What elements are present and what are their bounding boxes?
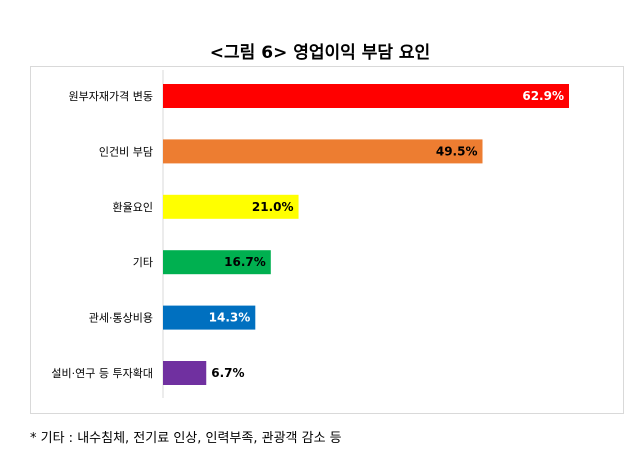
data-label: 21.0%	[252, 200, 294, 214]
chart-frame	[30, 66, 624, 414]
footnote: * 기타 : 내수침체, 전기료 인상, 인력부족, 관광객 감소 등	[30, 431, 342, 446]
category-label: 인건비 부담	[99, 145, 153, 158]
category-label: 환율요인	[113, 201, 153, 214]
category-label: 설비·연구 등 투자확대	[51, 367, 153, 380]
category-label: 관세·통상비용	[89, 312, 153, 325]
bar	[163, 84, 569, 108]
bar	[163, 305, 256, 330]
bar	[163, 361, 207, 385]
data-label: 16.7%	[224, 255, 266, 269]
chart-title: <그림 6> 영업이익 부담 요인	[209, 43, 431, 63]
data-label: 6.7%	[211, 366, 244, 380]
bar	[163, 194, 299, 219]
data-label: 14.3%	[209, 311, 251, 325]
data-label: 49.5%	[436, 144, 478, 158]
category-label: 원부자재가격 변동	[69, 90, 153, 103]
bar	[163, 250, 271, 275]
data-label: 62.9%	[522, 89, 564, 103]
bar	[163, 139, 483, 164]
category-label: 기타	[133, 256, 153, 269]
